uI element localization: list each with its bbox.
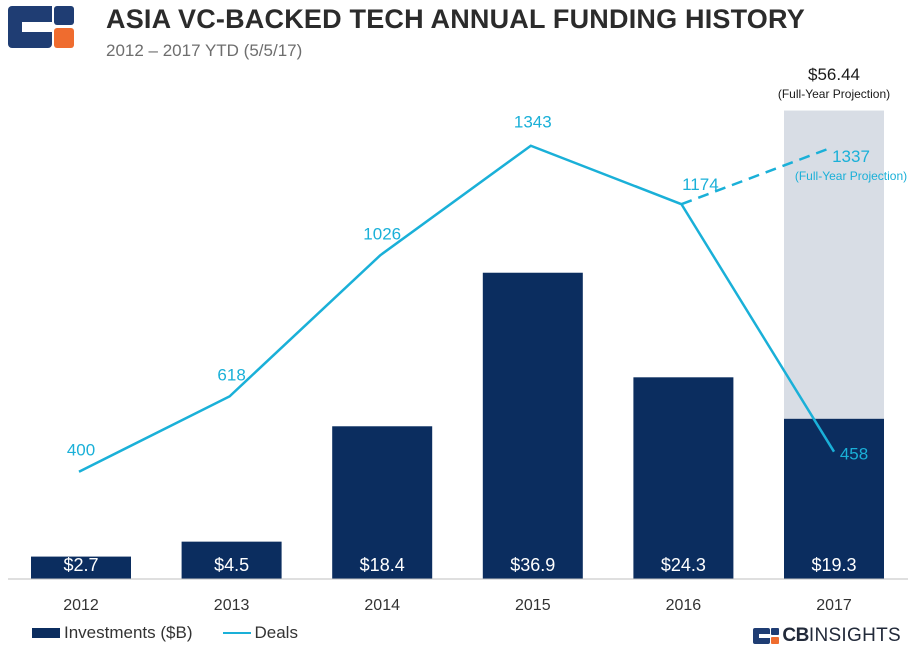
deal-label-2016: 1174 [682, 175, 719, 194]
projection-investment-label: $56.44 [808, 65, 860, 84]
deals-projection-line [680, 146, 832, 206]
bar-label-2014: $18.4 [360, 555, 405, 575]
funding-chart: $56.44 (Full-Year Projection) $2.7 2012 $4.5… [8, 65, 908, 614]
x-tick-2014: 2014 [364, 597, 400, 614]
bar-label-2017: $19.3 [811, 555, 856, 575]
legend-deals-swatch [222, 632, 251, 634]
bar-label-2013: $4.5 [214, 555, 249, 575]
x-tick-2013: 2013 [214, 597, 250, 614]
deal-label-2014: 1026 [363, 224, 401, 243]
x-tick-2017: 2017 [816, 597, 852, 614]
bar-label-2012: $2.7 [63, 555, 98, 575]
deal-label-2012: 400 [67, 441, 95, 460]
deal-label-2017: 458 [840, 445, 868, 464]
deal-label-2015: 1343 [514, 113, 552, 132]
cb-insights-logo [8, 6, 74, 48]
bar-2016 [633, 377, 734, 579]
x-tick-2016: 2016 [666, 597, 702, 614]
legend: Investments ($B) Deals [32, 623, 298, 643]
bar-2014 [332, 426, 433, 579]
chart-subtitle: 2012 – 2017 YTD (5/5/17) [106, 41, 303, 60]
x-tick-2015: 2015 [515, 597, 551, 614]
brand-icon [753, 628, 780, 644]
bar-2013 [181, 541, 282, 579]
x-tick-2012: 2012 [63, 597, 99, 614]
deals-line [78, 144, 836, 473]
bar-2017 [784, 418, 884, 579]
projection-deals-note: (Full-Year Projection) [795, 169, 907, 183]
bar-2015 [482, 272, 583, 579]
legend-deals-label: Deals [254, 623, 298, 642]
bar-label-2015: $36.9 [510, 555, 555, 575]
bar-label-2016: $24.3 [661, 555, 706, 575]
legend-investments-swatch [32, 628, 60, 638]
projection-investment-note: (Full-Year Projection) [778, 87, 890, 101]
brand-insights: INSIGHTS [808, 625, 901, 646]
brand-cb: CB [782, 625, 809, 646]
projection-deals-label: 1337 [832, 147, 870, 166]
bar-2012 [31, 556, 131, 579]
legend-investments-label: Investments ($B) [64, 623, 193, 642]
deal-label-2013: 618 [217, 365, 245, 384]
chart-title: ASIA VC-BACKED TECH ANNUAL FUNDING HISTO… [106, 4, 805, 34]
brand-mark: CB INSIGHTS [753, 625, 901, 647]
